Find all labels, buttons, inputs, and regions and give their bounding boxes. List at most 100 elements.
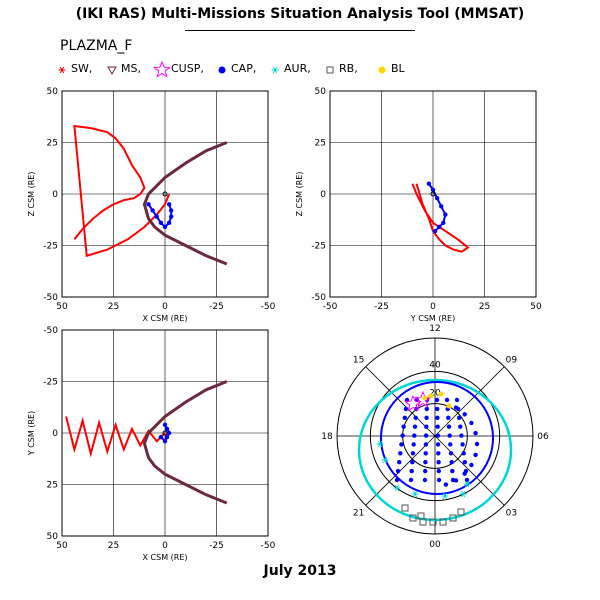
aur-point [393, 484, 401, 492]
xy-plot: 50 25 0 -25 -50 50 25 0 -25 -50 X CSM (RE) Y CSM (R… [27, 326, 276, 562]
y-tick-label: 50 [315, 87, 327, 97]
footer-date: July 2013 [263, 563, 337, 579]
series-cap-point [150, 208, 155, 213]
cap-point [435, 406, 440, 412]
series-cap-point [158, 434, 164, 440]
cap-point [444, 397, 450, 403]
legend-marker-sw [58, 66, 66, 74]
series-cap-point [434, 195, 440, 201]
cap-point [462, 412, 467, 417]
cap-point [448, 451, 454, 456]
series-sw-line [73, 124, 171, 258]
x-tick-label: 50 [530, 302, 542, 312]
polar-ring-label: 20 [429, 389, 441, 399]
y-tick-label: 0 [52, 190, 58, 200]
earth-marker [162, 430, 168, 436]
y-axis-label: Y CSM (RE) [27, 411, 36, 456]
cap-point [400, 433, 405, 438]
series-sw-line [65, 416, 166, 458]
cap-point [454, 397, 460, 403]
polar-hour-label: 15 [353, 356, 364, 366]
cap-point [411, 442, 416, 447]
cap-point [424, 406, 429, 412]
series-cap-point [166, 202, 172, 207]
series-cap-point [158, 220, 164, 226]
cap-point [449, 460, 454, 465]
cap-point [460, 442, 465, 447]
cusp-point [404, 394, 422, 412]
cap-point [469, 420, 474, 426]
y-tick-label: -50 [43, 326, 58, 336]
yz-plot: -50 -25 0 25 50 -50 -25 0 25 50 Y CSM (RE) Z CSM (R… [295, 87, 542, 323]
cap-point [462, 471, 467, 476]
x-axis-label: Y CSM (RE) [410, 314, 455, 323]
legend-marker-cusp [153, 60, 171, 78]
cap-point [469, 462, 474, 468]
cap-point [435, 442, 441, 447]
cap-point [398, 451, 403, 456]
cap-point [453, 405, 459, 410]
cap-point [435, 433, 441, 438]
x-tick-label: 25 [108, 541, 119, 551]
cap-point [453, 478, 459, 483]
x-axis-label: X CSM (RE) [143, 314, 188, 323]
plot-area [73, 124, 228, 266]
y-tick-label: 50 [47, 87, 59, 97]
x-tick-label: -25 [209, 541, 224, 551]
xz-plot: 50 25 0 -25 -50 -50 -25 0 25 50 X CSM (RE) Z CSM (R… [27, 87, 276, 323]
cap-point [424, 424, 429, 429]
bl-point [438, 391, 444, 397]
cap-point [447, 433, 452, 438]
series-cap-point [426, 181, 432, 186]
cap-point [403, 406, 409, 412]
cap-point [436, 460, 441, 465]
cap-point [458, 424, 463, 429]
bl-point [446, 403, 452, 409]
polar-hour-label: 09 [506, 356, 518, 366]
series-cap-point [168, 208, 174, 213]
aur-point [459, 490, 467, 498]
cap-point [424, 415, 429, 420]
series-cap-point [154, 214, 159, 219]
rb-point [429, 518, 437, 526]
cap-point [397, 460, 402, 465]
cap-point [410, 460, 415, 465]
cap-point [435, 424, 440, 429]
polar-hour-label: 18 [321, 432, 333, 442]
rb-point [401, 504, 409, 512]
y-axis-label: Z CSM (RE) [27, 172, 36, 217]
y-tick-label: 0 [320, 190, 326, 200]
polar-hour-label: 06 [537, 432, 549, 442]
bl-point [422, 395, 428, 401]
polar-cap-boundary [380, 381, 494, 495]
cap-point [413, 415, 418, 420]
rb-point [457, 508, 465, 516]
polar-plot: 12 15 18 21 00 03 06 09 20 40 [321, 324, 549, 550]
polar-ring-label: 40 [429, 360, 441, 370]
cap-point [462, 460, 467, 465]
x-tick-label: -50 [261, 302, 276, 312]
legend-label-sw: SW, [71, 62, 92, 75]
legend-marker-rb [326, 66, 334, 74]
x-tick-label: 25 [108, 302, 119, 312]
legend-label-cusp: CUSP, [171, 62, 204, 75]
y-tick-label: 50 [47, 532, 59, 542]
series-cap-point [443, 212, 448, 217]
y-tick-label: -25 [311, 242, 326, 252]
legend-label-rb: RB, [339, 62, 358, 75]
plot-area [411, 181, 470, 253]
y-tick-label: 0 [52, 429, 58, 439]
x-tick-label: -50 [261, 541, 276, 551]
cap-point [395, 468, 401, 474]
y-tick-label: 25 [47, 481, 58, 491]
series-cap-point [164, 426, 170, 432]
cap-point [402, 415, 407, 420]
aur-point [411, 490, 419, 498]
cap-point [448, 442, 453, 447]
series-cap-point [162, 439, 168, 444]
app-title: (IKI RAS) Multi-Missions Situation Analy… [75, 6, 525, 22]
polar-hour-label: 00 [429, 540, 441, 550]
auroral-oval-outer [357, 378, 513, 522]
cap-point [422, 477, 428, 483]
cap-point [399, 442, 404, 447]
